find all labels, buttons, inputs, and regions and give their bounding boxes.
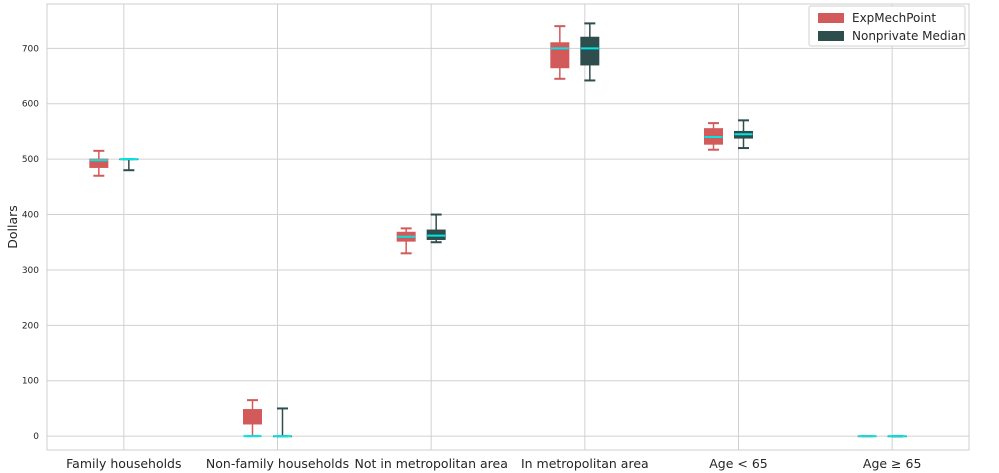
y-tick-label: 500	[22, 155, 39, 165]
x-tick-label: In metropolitan area	[521, 456, 649, 471]
x-tick-label: Not in metropolitan area	[354, 456, 507, 471]
plot-frame	[46, 3, 970, 451]
box-0-0	[89, 149, 109, 177]
box-1-2	[426, 213, 446, 244]
x-tick-labels: Family households Non-family households No…	[66, 456, 921, 471]
box-0-1	[243, 399, 262, 438]
legend-frame	[808, 5, 966, 47]
grid-layer	[47, 4, 969, 450]
x-tick-label: Non-family households	[206, 456, 349, 471]
legend-item: Nonprivate Median	[818, 29, 966, 43]
box-0-4	[704, 122, 723, 151]
box-iqr	[89, 158, 109, 168]
box-1-4	[734, 119, 753, 150]
y-tick-label: 700	[22, 44, 39, 54]
legend: ExpMechPoint Nonprivate Median	[808, 5, 966, 47]
box-1-1	[273, 407, 292, 438]
box-0-2	[396, 227, 416, 255]
y-tick-label: 400	[22, 211, 39, 221]
y-tick-label: 600	[22, 100, 39, 110]
x-tick-label: Age ≥ 65	[863, 456, 922, 471]
y-tick-label: 100	[22, 377, 39, 387]
legend-swatch	[818, 13, 844, 23]
y-tick-labels: 0 100 200 300 400 500 600 700	[22, 44, 39, 442]
y-axis-label: Dollars	[5, 205, 20, 249]
box-1-0	[119, 158, 139, 172]
x-tick-label: Age < 65	[709, 456, 768, 471]
box-1-3	[580, 22, 600, 82]
box-iqr	[243, 409, 262, 425]
legend-label: ExpMechPoint	[852, 11, 936, 25]
legend-item: ExpMechPoint	[818, 11, 936, 25]
y-tick-label: 300	[22, 266, 39, 276]
box-iqr	[580, 36, 600, 66]
plot-border	[46, 3, 970, 451]
box-0-3	[550, 25, 570, 80]
y-tick-label: 0	[33, 432, 39, 442]
x-tick-label: Family households	[66, 456, 181, 471]
y-tick-label: 200	[22, 321, 39, 331]
legend-label: Nonprivate Median	[852, 29, 966, 43]
boxes-layer	[89, 22, 907, 438]
box-1-5	[887, 435, 907, 438]
box-iqr	[550, 42, 570, 69]
box-0-5	[857, 435, 877, 438]
legend-swatch	[818, 31, 844, 41]
